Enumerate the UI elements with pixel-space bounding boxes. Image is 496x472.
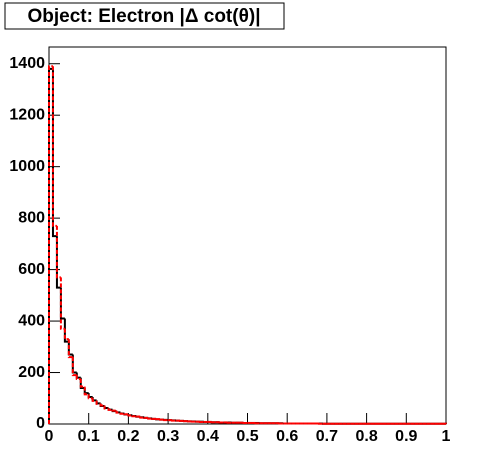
histogram-step	[103, 405, 109, 410]
histogram-step	[95, 400, 101, 405]
histogram-step	[67, 339, 73, 359]
histogram-step	[131, 415, 137, 418]
x-tick-label: 0	[45, 428, 54, 445]
y-tick-label: 800	[18, 209, 45, 226]
histogram-step	[171, 419, 177, 422]
histogram-step	[127, 414, 133, 417]
histogram-step	[51, 66, 57, 227]
x-tick-label: 0.9	[395, 428, 417, 445]
histogram-step	[48, 65, 53, 424]
y-tick-label: 200	[18, 364, 45, 381]
histogram-step	[99, 403, 105, 407]
y-tick-label: 400	[18, 312, 45, 329]
histogram-step	[63, 328, 69, 341]
histogram-step	[91, 398, 97, 402]
plot-frame	[48, 46, 447, 425]
x-tick-label: 0.8	[355, 428, 377, 445]
histogram-step	[71, 357, 77, 377]
histogram-step	[139, 416, 145, 419]
histogram-step	[111, 409, 117, 412]
title-box	[4, 2, 285, 30]
histogram-step	[147, 417, 153, 420]
histogram-step	[107, 408, 113, 411]
x-tick-label: 1	[442, 428, 451, 445]
y-tick-label: 1400	[9, 55, 45, 72]
y-tick-label: 0	[36, 415, 45, 432]
chart-title: Object: Electron |Δ cot(θ)|	[27, 6, 260, 27]
x-tick-label: 0.6	[276, 428, 298, 445]
y-tick-label: 1200	[9, 106, 45, 123]
histogram-step	[63, 318, 69, 343]
histogram-step	[115, 410, 121, 414]
histogram-step	[87, 394, 93, 400]
histogram-step	[51, 68, 57, 238]
histogram-step	[59, 277, 65, 330]
histogram-step	[55, 225, 61, 279]
histogram-step	[163, 419, 169, 422]
y-tick-label: 600	[18, 261, 45, 278]
x-tick-label: 0.3	[157, 428, 179, 445]
x-tick-label: 0.7	[316, 428, 338, 445]
x-tick-label: 0.1	[78, 428, 100, 445]
y-tick-label: 1000	[9, 158, 45, 175]
histogram-step	[75, 375, 81, 380]
x-tick-label: 0.5	[236, 428, 258, 445]
histogram-step	[83, 386, 89, 396]
x-tick-label: 0.4	[197, 428, 219, 445]
x-tick-label: 0.2	[117, 428, 139, 445]
histogram-step	[159, 418, 165, 421]
histogram-step	[79, 378, 85, 388]
histogram-step	[123, 413, 129, 416]
histogram-step	[119, 412, 125, 415]
